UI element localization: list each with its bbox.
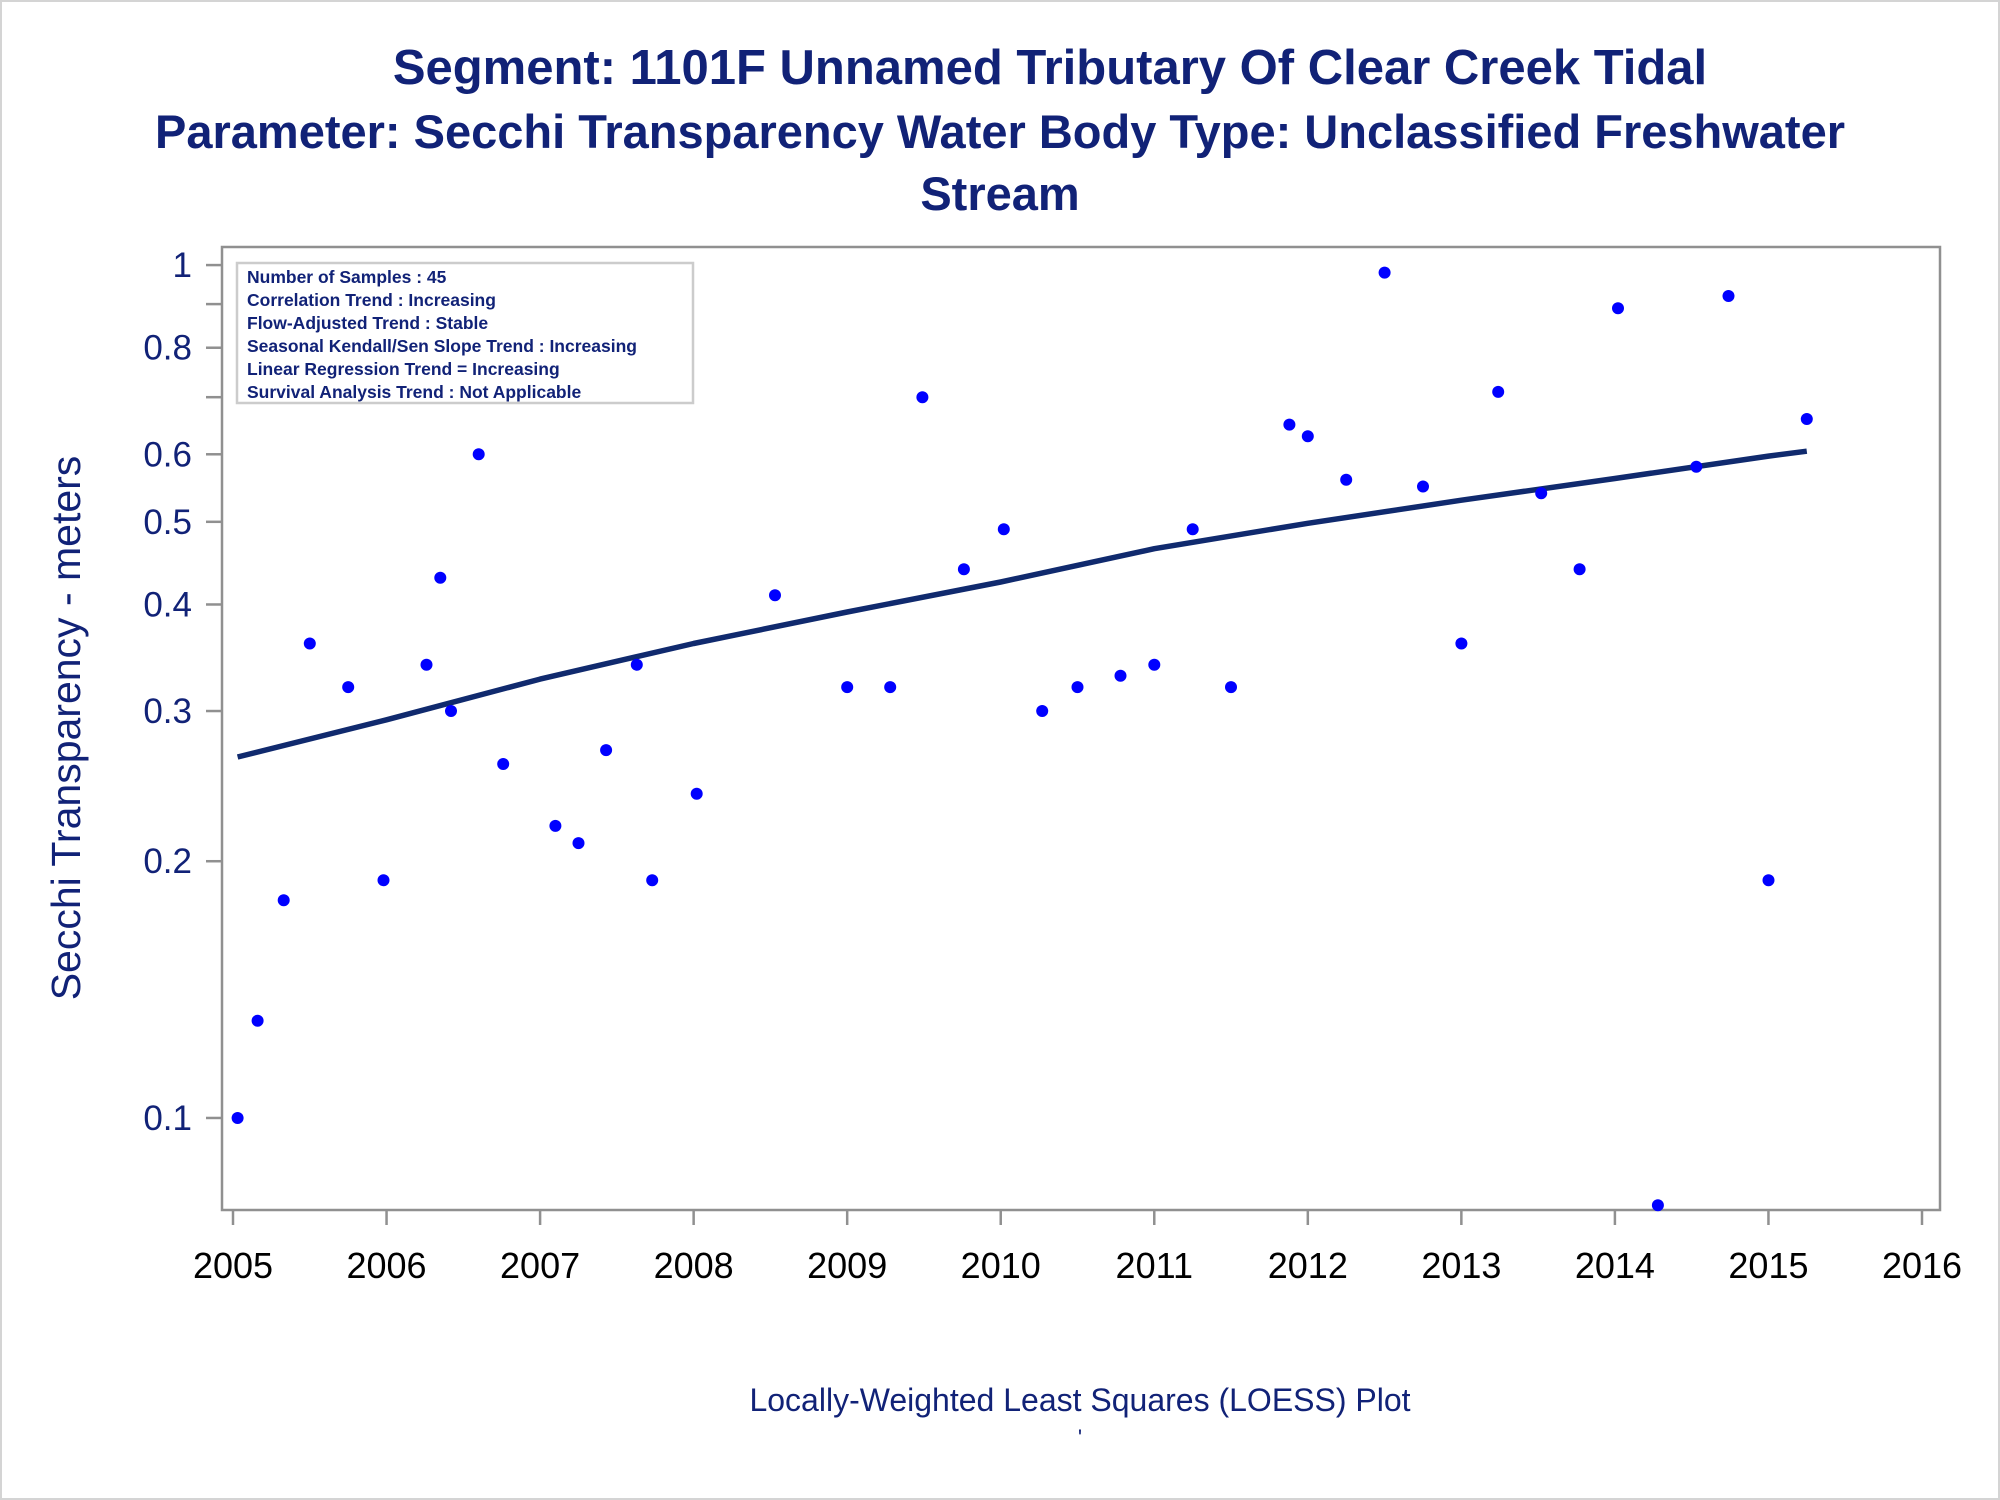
data-point [342,681,355,694]
data-point [1301,430,1314,443]
data-point [1148,658,1161,671]
data-point [1690,460,1703,473]
stats-box-line: Correlation Trend : Increasing [247,290,496,310]
data-point [1612,302,1624,315]
x-tick-label: 2005 [193,1245,273,1286]
y-axis-label: Secchi Transparency - meters [43,456,89,1001]
data-point [1722,290,1735,302]
x-tick-label: 2008 [654,1245,734,1286]
stats-box-line: Survival Analysis Trend : Not Applicable [247,382,581,402]
x-tick-label: 2009 [807,1245,887,1286]
x-tick-label: 2010 [961,1245,1041,1286]
data-point [434,571,447,584]
data-point [690,787,703,800]
data-point [277,894,290,907]
y-tick-label: 0.4 [143,585,192,624]
y-tick-label: 0.3 [143,692,192,731]
y-tick-label: 1 [173,246,192,285]
data-point [997,523,1010,536]
data-point [1800,413,1813,425]
data-point [1283,418,1296,431]
stats-box-line: Seasonal Kendall/Sen Slope Trend : Incre… [247,336,637,356]
stats-box: Number of Samples : 45 Correlation Trend … [235,261,695,405]
data-point [472,448,485,461]
data-point [957,563,970,576]
loess-line-layer [236,448,1808,760]
footnote: Locally-Weighted Least Squares (LOESS) P… [749,1382,1411,1418]
y-tick-label: 0.5 [143,503,192,542]
x-tick-label: 2011 [1116,1245,1193,1286]
data-point [1071,681,1084,694]
data-point [445,705,457,717]
data-point [231,1112,244,1124]
x-tick-label: 2012 [1268,1245,1348,1286]
loess-line [236,448,1808,760]
stats-box-line: Number of Samples : 45 [247,267,447,287]
data-point [884,681,897,694]
data-point [841,681,854,694]
data-point [1340,473,1353,486]
data-point [251,1014,264,1027]
x-tick-label: 2014 [1575,1245,1655,1286]
data-point [1651,1199,1664,1212]
plot-area-border [220,245,1942,1212]
data-point [769,589,781,602]
chart-title: Segment: 1101F Unnamed Tributary Of Clea… [392,41,1708,95]
data-point [497,758,510,770]
data-point [1036,705,1049,717]
footnote-mark: ' [1077,1425,1083,1450]
data-point [1225,681,1237,694]
x-tick-label: 2013 [1421,1245,1501,1286]
y-tick-label: 0.8 [143,329,192,368]
data-point [646,874,659,887]
data-point [600,744,613,757]
stats-box-border [235,261,695,405]
data-point [630,658,643,671]
y-tick-label: 0.1 [143,1099,192,1138]
data-points-layer [231,266,1813,1212]
axes-layer: 2005 2006 2007 2008 2009 2010 2011 2012 2013 2014… [143,245,1962,1286]
stats-box-line: Flow-Adjusted Trend : Stable [247,313,488,333]
data-point [1492,385,1505,398]
stats-box-line: Linear Regression Trend = Increasing [247,359,560,379]
data-point [1417,480,1429,493]
data-point [420,658,433,671]
data-point [1535,487,1548,500]
chart-subtitle-continued: Stream [920,167,1080,220]
data-point [1573,563,1586,576]
data-point [303,637,316,650]
data-point [549,819,562,832]
data-point [572,837,585,850]
data-point [377,874,390,887]
y-tick-label: 0.2 [143,842,192,881]
data-point [1186,523,1199,536]
chart-subtitle: Parameter: Secchi Transparency Water Bod… [154,105,1846,158]
data-point [1114,669,1127,682]
data-point [1762,874,1775,887]
x-tick-label: 2007 [500,1245,580,1286]
y-tick-label: 0.6 [143,435,192,474]
x-tick-label: 2016 [1882,1245,1962,1286]
data-point [1378,266,1391,279]
x-tick-label: 2006 [346,1245,426,1286]
data-point [1455,637,1468,650]
x-tick-label: 2015 [1728,1245,1808,1286]
data-point [916,391,929,404]
